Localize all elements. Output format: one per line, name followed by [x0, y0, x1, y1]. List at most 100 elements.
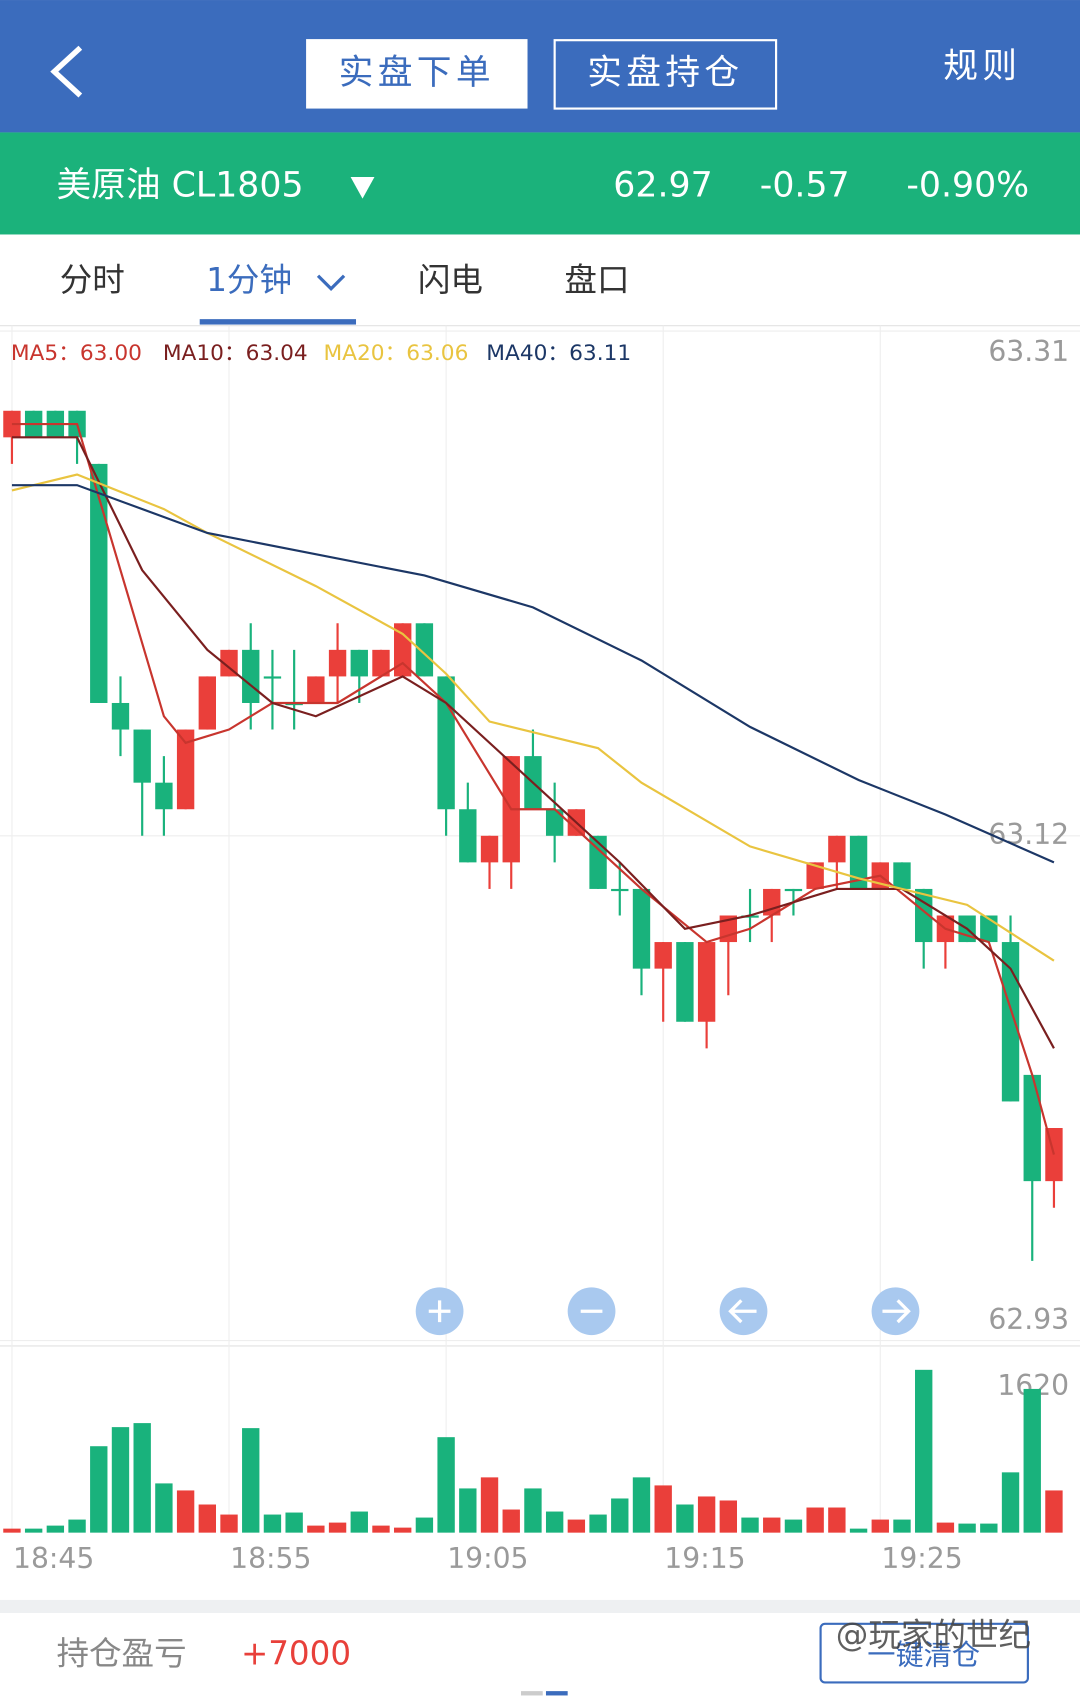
- ma-legend: MA20：63.06: [323, 341, 468, 366]
- ma-line: [11, 422, 1055, 1155]
- candle-body: [654, 942, 672, 969]
- candle-body: [133, 729, 151, 783]
- volume-bar: [741, 1517, 759, 1533]
- volume-bar: [611, 1498, 629, 1533]
- volume-bar: [111, 1427, 130, 1533]
- candle-body: [459, 809, 477, 863]
- instrument-dropdown[interactable]: [350, 176, 375, 199]
- volume-bar: [68, 1519, 86, 1533]
- volume-bar: [3, 1528, 21, 1533]
- candle-body: [806, 862, 824, 889]
- volume-bar: [589, 1514, 607, 1533]
- candle-body: [1001, 942, 1020, 1102]
- period-tab[interactable]: 闪电: [418, 261, 483, 299]
- candle-body: [415, 623, 434, 677]
- volume-bar: [893, 1519, 911, 1533]
- candle-body: [285, 702, 303, 706]
- candle-body: [263, 676, 282, 679]
- candle-body: [111, 702, 130, 730]
- volume-bar: [849, 1528, 868, 1533]
- tab-position[interactable]: [553, 39, 778, 110]
- volume-bar: [155, 1483, 173, 1533]
- candle-body: [372, 649, 390, 677]
- ma-line: [11, 436, 1055, 1049]
- x-tick-label: 19:25: [881, 1542, 962, 1575]
- volume-bar: [697, 1496, 716, 1533]
- period-tab[interactable]: 盘口: [564, 261, 629, 299]
- candle-body: [350, 649, 368, 677]
- volume-bar: [1023, 1388, 1041, 1533]
- volume-bar: [980, 1523, 998, 1533]
- volume-bar: [567, 1519, 586, 1533]
- x-tick-label: 19:05: [447, 1542, 528, 1575]
- candle-body: [90, 463, 108, 703]
- volume-bar: [632, 1477, 651, 1533]
- candle-body: [784, 888, 803, 892]
- candle-body: [849, 835, 868, 889]
- page-dot: [521, 1691, 543, 1696]
- ma-legend: MA5：63.00: [11, 341, 142, 366]
- y-tick-label: 63.31: [988, 335, 1069, 368]
- volume-bar: [719, 1500, 738, 1533]
- volume-bar: [46, 1525, 65, 1533]
- footer-divider: [0, 1599, 1080, 1613]
- volume-bar: [437, 1437, 455, 1533]
- volume-bar: [1001, 1472, 1020, 1533]
- volume-bar: [502, 1509, 520, 1533]
- volume-bar: [285, 1512, 303, 1533]
- candle-body: [1023, 1074, 1041, 1182]
- volume-bar: [915, 1369, 933, 1533]
- last-price: 62.97: [613, 166, 712, 206]
- close-all-button[interactable]: [819, 1622, 1029, 1684]
- candle-body: [676, 942, 694, 1022]
- volume-bar: [784, 1519, 803, 1533]
- tab-position-label: 实盘持仓: [587, 53, 743, 93]
- period-tab-active[interactable]: 1分钟: [206, 261, 292, 299]
- price-change-pct: -0.90%: [906, 166, 1029, 206]
- volume-bar: [394, 1527, 412, 1533]
- volume-bar: [133, 1423, 151, 1533]
- volume-bar: [763, 1517, 781, 1533]
- instrument-name[interactable]: 美原油 CL1805: [56, 166, 303, 206]
- volume-bar: [176, 1490, 195, 1533]
- volume-bar: [871, 1519, 889, 1533]
- candle-body: [307, 676, 325, 703]
- price-change: -0.57: [760, 166, 850, 206]
- ma-legend: MA10：63.04: [163, 341, 308, 366]
- tab-order[interactable]: [306, 39, 528, 109]
- candle-body: [611, 888, 629, 892]
- volume-bar: [350, 1511, 368, 1533]
- ma-line: [11, 484, 1055, 864]
- volume-bar: [24, 1528, 43, 1533]
- x-tick-label: 18:45: [13, 1542, 94, 1575]
- zoom-in-icon: [428, 1300, 451, 1323]
- candle-body: [719, 915, 738, 943]
- volume-bar: [676, 1504, 694, 1533]
- back-button[interactable]: [50, 45, 83, 98]
- volume-bar: [654, 1485, 672, 1533]
- ma-line: [11, 473, 1055, 962]
- candle-body: [176, 729, 195, 810]
- scroll-right-icon: [882, 1299, 911, 1324]
- volume-bar: [524, 1488, 542, 1533]
- x-tick-label: 18:55: [230, 1542, 311, 1575]
- volume-bar: [198, 1504, 216, 1533]
- volume-bar: [958, 1523, 976, 1533]
- tab-order-label: 实盘下单: [339, 53, 495, 93]
- pnl-value: +7000: [241, 1634, 351, 1672]
- volume-bar: [806, 1507, 824, 1533]
- candle-body: [545, 809, 564, 836]
- plot: 18:45 18:55 19:05 19:15 19:25 62.93 63.12 63.31…: [0, 325, 1080, 1575]
- volume-bar: [415, 1517, 434, 1533]
- volume-bar: [828, 1507, 846, 1533]
- y-tick-label: 63.12: [988, 818, 1069, 851]
- candle-body: [828, 835, 846, 863]
- rule-link[interactable]: 规则: [943, 46, 1021, 86]
- period-chevron: [316, 274, 346, 292]
- period-tab[interactable]: 分时: [60, 261, 125, 299]
- volume-bar: [263, 1514, 282, 1533]
- volume-bar: [545, 1511, 564, 1533]
- scroll-left-icon: [728, 1299, 757, 1324]
